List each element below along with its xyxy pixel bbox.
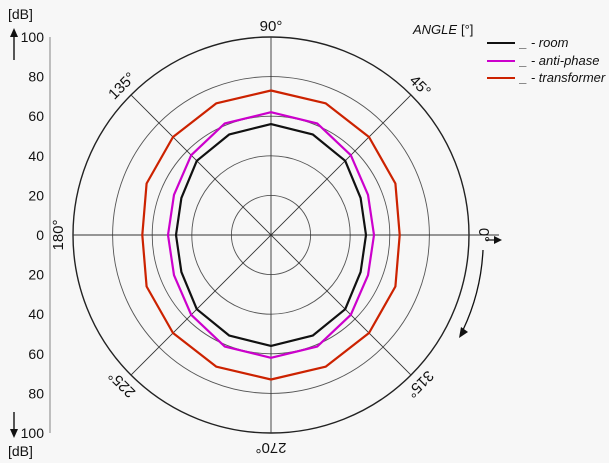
legend-label-anti-phase: _ - anti-phase [518,53,600,68]
radial-tick-label-top-60: 60 [28,108,44,124]
series-layer [141,89,401,381]
radial-tick-label-top-80: 80 [28,69,44,85]
angle-label-90: 90° [260,18,283,35]
series-line-0 [174,122,368,347]
series-line-1 [166,111,376,359]
radial-tick-label-bottom-80: 80 [28,385,44,401]
angle-label-0: 0° [475,228,492,242]
legend: _ - room _ - anti-phase _ - transformer [487,35,606,85]
radial-tick-label-bottom-40: 40 [28,306,44,322]
rotation-direction-arrow-icon [459,236,502,338]
radial-tick-label-top-0: 0 [36,227,44,243]
radial-tick-label-bottom-60: 60 [28,346,44,362]
angle-label-270: 270° [255,439,286,456]
legend-label-transformer: _ - transformer [518,70,606,85]
radial-down-arrow-icon [10,412,18,438]
spoke-layer [73,37,499,433]
angle-label-180: 180° [50,219,67,250]
db-unit-bottom: [dB] [8,443,33,459]
legend-label-room: _ - room [518,35,569,50]
angle-unit: [°] [461,22,473,37]
radial-tick-label-bottom-100: 100 [21,425,45,441]
radial-tick-label-top-100: 100 [21,29,45,45]
radial-tick-label-top-20: 20 [28,187,44,203]
radial-up-arrow-icon [10,28,18,60]
series-line-2 [141,89,401,381]
angle-title: ANGLE [412,22,457,37]
radial-tick-label-bottom-20: 20 [28,267,44,283]
spoke-135 [130,94,412,376]
radial-axis: 0 20 20 40 40 60 60 80 80 100 100 [21,29,51,441]
db-unit-top: [dB] [8,6,33,22]
radial-tick-label-top-40: 40 [28,148,44,164]
